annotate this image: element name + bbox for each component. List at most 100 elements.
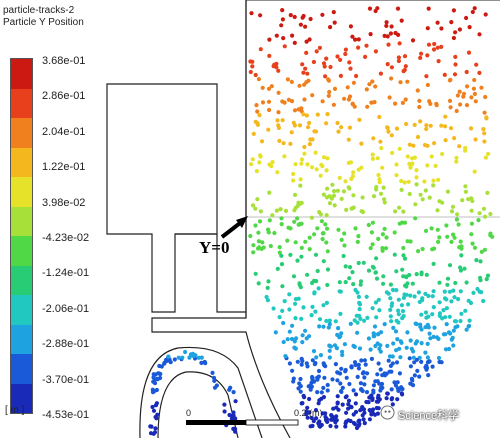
particle: [410, 383, 416, 388]
particle: [275, 170, 280, 175]
particle: [396, 297, 401, 302]
particle: [320, 237, 325, 242]
particle: [309, 384, 314, 389]
particle: [321, 259, 326, 264]
particle: [334, 418, 339, 423]
particle: [423, 228, 429, 233]
particle: [291, 178, 296, 183]
particle: [470, 198, 475, 204]
particle: [267, 37, 272, 42]
particle: [457, 27, 462, 32]
particle: [425, 355, 430, 360]
particle: [248, 233, 253, 239]
particle: [320, 411, 325, 416]
particle: [431, 289, 436, 294]
particle: [479, 249, 484, 254]
particle: [431, 261, 436, 266]
y-zero-label: Y=0: [199, 238, 229, 257]
annotation-arrow-head: [236, 216, 248, 228]
particle: [396, 388, 401, 393]
legend-tick-label: 3.98e-02: [42, 196, 86, 209]
particle: [426, 325, 431, 330]
particle: [298, 22, 303, 27]
particle: [424, 74, 429, 79]
particle: [343, 47, 348, 52]
particle: [279, 23, 284, 28]
particle: [332, 86, 338, 91]
particle: [346, 398, 352, 403]
scale-bar-dark: [186, 420, 246, 425]
particle: [269, 84, 274, 89]
particle: [407, 142, 412, 147]
particle: [402, 54, 408, 59]
particle: [416, 290, 421, 295]
particle: [351, 170, 356, 175]
particle: [339, 366, 344, 371]
particle: [482, 110, 487, 115]
particle: [329, 417, 334, 422]
particle: [425, 163, 430, 168]
particle: [344, 207, 349, 212]
particle: [444, 306, 449, 311]
particle: [304, 361, 309, 366]
particle: [479, 85, 484, 90]
legend-tick-label: 2.04e-01: [42, 125, 86, 138]
particle: [427, 99, 432, 104]
particle: [382, 200, 387, 205]
particle: [314, 167, 319, 172]
particle: [433, 163, 438, 168]
particle: [381, 274, 386, 279]
particle: [311, 418, 316, 424]
particle: [418, 119, 423, 124]
particle: [370, 306, 375, 311]
particle: [482, 139, 487, 144]
particle: [345, 85, 350, 90]
legend-tick-label: -3.70e-01: [42, 373, 90, 386]
particle: [306, 125, 311, 130]
particle: [358, 279, 364, 284]
particle: [418, 55, 423, 61]
particle: [464, 280, 469, 285]
particle: [287, 361, 292, 366]
particle: [336, 326, 341, 331]
particle: [396, 308, 401, 313]
particle: [283, 354, 288, 359]
particle: [370, 220, 375, 225]
particle: [338, 371, 343, 376]
particle: [473, 99, 478, 104]
particle: [330, 182, 335, 187]
particle: [413, 216, 418, 221]
particle: [361, 417, 366, 422]
particle: [340, 402, 345, 407]
particle: [301, 305, 306, 310]
particle: [368, 395, 373, 400]
particle: [300, 401, 305, 406]
particle: [305, 415, 310, 420]
particle: [324, 240, 329, 245]
particle: [298, 389, 303, 394]
particle: [301, 393, 306, 398]
particle: [389, 397, 394, 402]
particle: [355, 374, 360, 379]
particle: [338, 73, 343, 78]
particle: [314, 355, 319, 360]
particle: [366, 222, 371, 228]
particle: [425, 53, 430, 58]
particle: [417, 299, 422, 305]
particle: [343, 51, 348, 57]
particle: [463, 148, 468, 153]
particle: [231, 413, 236, 418]
particle: [258, 47, 263, 52]
particle: [351, 420, 356, 426]
particle: [377, 308, 382, 313]
particle: [364, 390, 370, 395]
particle: [410, 281, 415, 286]
particle: [327, 322, 332, 327]
legend-unit: [ m ]: [5, 405, 25, 416]
particle: [417, 98, 422, 103]
particle: [372, 100, 377, 105]
particle: [477, 32, 482, 37]
legend-swatch: [11, 88, 32, 118]
particle: [373, 343, 378, 349]
particle: [376, 331, 381, 336]
